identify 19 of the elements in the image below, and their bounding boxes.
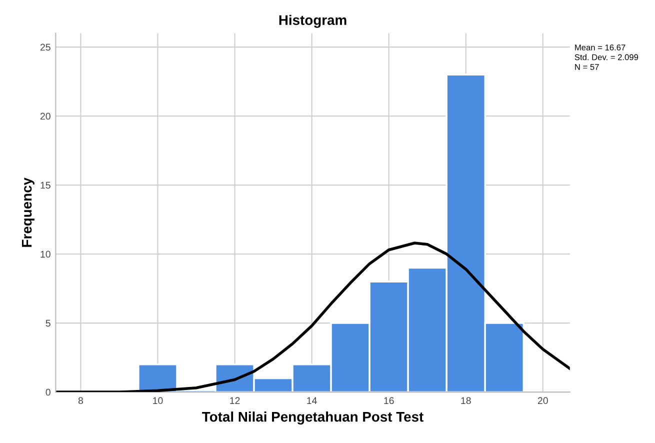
- x-tick-label: 20: [538, 397, 548, 404]
- x-tick-label: 16: [384, 397, 394, 404]
- y-axis-title: Frequency: [22, 178, 34, 247]
- x-axis-title: Total Nilai Pengetahuan Post Test: [202, 412, 424, 425]
- x-tick-label: 8: [78, 397, 83, 404]
- x-tick-label: 14: [307, 397, 317, 404]
- y-tick-label: 15: [40, 182, 50, 189]
- text: Mean = 16.67: [575, 44, 626, 50]
- text: Std. Dev. = 2.099: [574, 54, 638, 60]
- y-tick-label: 20: [40, 112, 50, 120]
- y-tick-label: 10: [40, 250, 50, 258]
- y-tick-label: 5: [46, 320, 50, 327]
- x-tick-label: 12: [230, 397, 240, 404]
- x-tick-label: 18: [461, 397, 471, 404]
- y-tick-label: 0: [46, 388, 50, 396]
- y-tick-label: 25: [40, 44, 50, 51]
- x-tick-label: 10: [153, 397, 163, 404]
- text: N = 57: [575, 64, 599, 70]
- chart-title: Histogram: [279, 14, 346, 28]
